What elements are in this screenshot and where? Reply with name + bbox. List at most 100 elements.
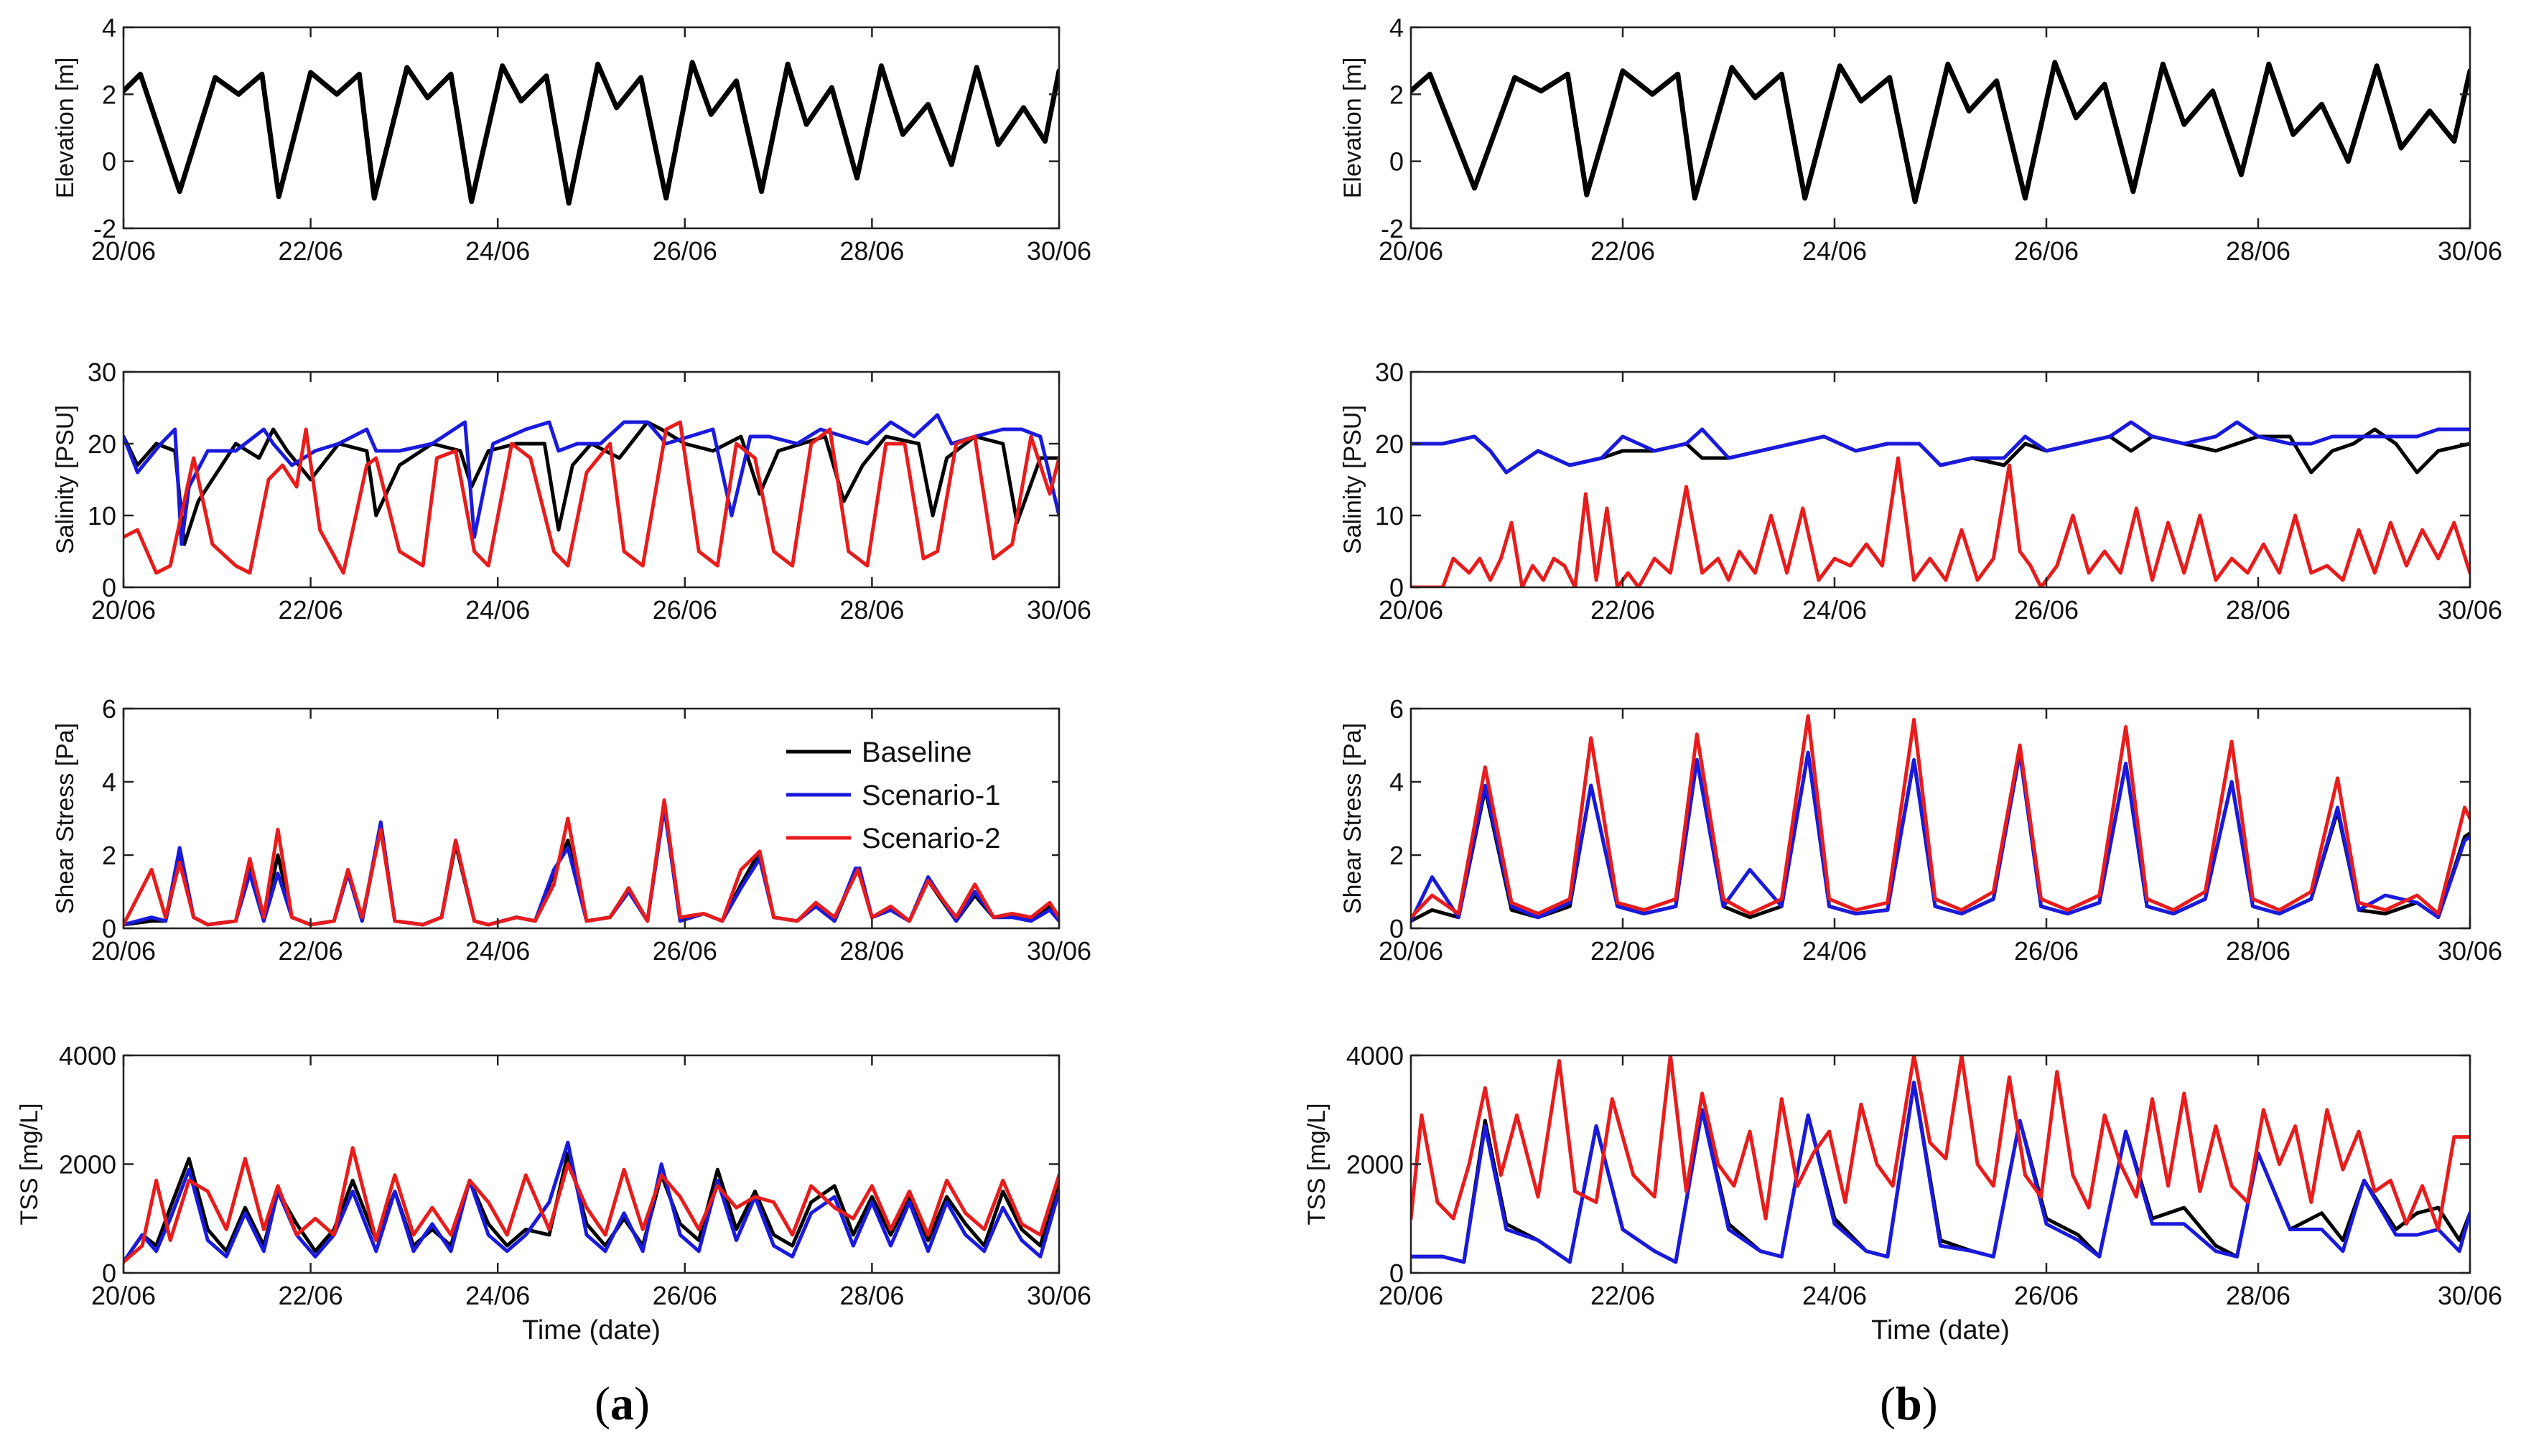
b-tss-xtick-label: 26/06 [2014, 1281, 2079, 1310]
a-elevation-ylabel: Elevation [m] [52, 57, 79, 199]
a-shear-xtick-label: 22/06 [279, 936, 343, 966]
a-elevation-xtick-label: 30/06 [1027, 236, 1091, 266]
b-salinity-xtick-label: 22/06 [1590, 595, 1655, 625]
b-tss-line-scenario-2 [1411, 1055, 2470, 1231]
a-elevation-xtick-label: 20/06 [91, 236, 156, 266]
a-elevation-line-elevation [123, 60, 1059, 206]
a-shear-xtick-label: 28/06 [839, 936, 904, 966]
b-salinity-ytick-label: 0 [1389, 573, 1404, 602]
a-tss-ytick-label: 4000 [59, 1041, 116, 1070]
b-tss-xtick-label: 22/06 [1590, 1281, 1655, 1310]
a-elevation-series-group [123, 60, 1059, 206]
a-tss-xtick-label: 20/06 [91, 1281, 156, 1310]
b-salinity-xtick-label: 26/06 [2014, 595, 2079, 625]
a-tss-xlabel: Time (date) [522, 1315, 661, 1345]
b-salinity-xtick-label: 30/06 [2438, 595, 2502, 625]
a-shear-legend-label-scenario-2: Scenario-2 [862, 823, 1000, 854]
a-shear-xtick-label: 30/06 [1027, 936, 1091, 966]
b-salinity-xtick-label: 24/06 [1802, 595, 1867, 625]
b-tss-ytick-label: 4000 [1346, 1041, 1404, 1070]
b-shear-series-group [1411, 714, 2470, 923]
a-elevation-ytick-label: -2 [93, 214, 116, 243]
b-shear-line-scenario-1 [1411, 750, 2470, 923]
a-shear-ytick-label: 6 [102, 694, 116, 724]
a-salinity-xtick-label: 20/06 [91, 595, 156, 625]
a-shear-line-scenario-2 [123, 798, 1059, 927]
a-salinity-line-baseline [123, 420, 1059, 546]
b-salinity-ytick-label: 20 [1375, 429, 1404, 459]
a-elevation-xtick-label: 26/06 [653, 236, 717, 266]
a-shear-xtick-label: 24/06 [465, 936, 530, 966]
a-elevation-axes-box [122, 26, 1061, 230]
b-shear-line-scenario-2 [1411, 714, 2470, 920]
a-shear-series-group [123, 798, 1059, 927]
a-shear-chart: 20/06 22/06 24/06 26/06 28/06 30/06 0 2 4 6 Shear … [52, 694, 1091, 966]
b-tss-ytick-label: 2000 [1346, 1150, 1404, 1180]
a-tss-line-scenario-1 [123, 1140, 1059, 1264]
a-salinity-ytick-label: 10 [88, 501, 116, 531]
b-salinity-series-group [1411, 420, 2470, 587]
b-salinity-ytick-label: 30 [1375, 358, 1404, 387]
a-elevation-chart: 20/06 22/06 24/06 26/06 28/06 30/06 -2 0 2 4 Eleva… [52, 13, 1091, 266]
a-shear-xtick-label: 20/06 [91, 936, 156, 966]
a-shear-xtick-label: 26/06 [653, 936, 717, 966]
b-shear-xtick-label: 20/06 [1379, 936, 1443, 966]
a-tss-xtick-label: 26/06 [653, 1281, 717, 1310]
a-tss-chart: 20/06 22/06 24/06 26/06 28/06 30/06 0 2000 4000 T… [16, 1041, 1091, 1345]
b-elevation-xtick-label: 28/06 [2226, 236, 2290, 266]
a-tss-ytick-label: 2000 [59, 1150, 116, 1180]
a-shear-axes-box [122, 707, 1061, 930]
b-shear-xtick-label: 26/06 [2014, 936, 2079, 966]
a-salinity-line-scenario-1 [123, 413, 1059, 546]
b-tss-ytick-label: 0 [1389, 1259, 1404, 1288]
b-shear-xtick-label: 28/06 [2226, 936, 2290, 966]
a-salinity-xtick-label: 30/06 [1027, 595, 1091, 625]
b-salinity-chart: 20/06 22/06 24/06 26/06 28/06 30/06 0 10 20 30 Sal… [1339, 358, 2502, 625]
b-shear-ytick-label: 4 [1389, 767, 1404, 797]
b-elevation-ytick-label: -2 [1381, 214, 1404, 243]
b-salinity-line-scenario-1 [1411, 420, 2470, 475]
b-elevation-chart: 20/06 22/06 24/06 26/06 28/06 30/06 -2 0 2 4 Eleva… [1339, 13, 2502, 266]
b-shear-ytick-label: 2 [1389, 841, 1404, 870]
a-salinity-chart: 20/06 22/06 24/06 26/06 28/06 30/06 0 10 20 30 Sal… [52, 358, 1091, 625]
a-tss-xtick-label: 30/06 [1027, 1281, 1091, 1310]
b-salinity-xtick-label: 28/06 [2226, 595, 2290, 625]
a-salinity-ytick-label: 0 [102, 573, 116, 602]
a-salinity-xtick-label: 24/06 [465, 595, 530, 625]
b-shear-chart: 20/06 22/06 24/06 26/06 28/06 30/06 0 2 4 6 Shear … [1339, 694, 2502, 966]
a-salinity-axes-box [122, 370, 1061, 589]
b-shear-ytick-label: 0 [1389, 914, 1404, 943]
a-tss-line-scenario-2 [123, 1146, 1059, 1264]
b-tss-ylabel: TSS [mg/L] [1303, 1103, 1330, 1225]
b-elevation-ylabel: Elevation [m] [1339, 57, 1366, 199]
a-salinity-line-scenario-2 [123, 420, 1059, 575]
a-shear-ytick-label: 0 [102, 914, 116, 943]
b-elevation-ytick-label: 0 [1389, 147, 1404, 177]
b-tss-xlabel: Time (date) [1871, 1315, 2010, 1345]
panel-letter-a: a [610, 1378, 634, 1430]
a-salinity-xtick-label: 28/06 [839, 595, 904, 625]
a-shear-legend-label-baseline: Baseline [862, 737, 971, 768]
b-tss-chart: 20/06 22/06 24/06 26/06 28/06 30/06 0 2000 4000 T… [1303, 1041, 2502, 1345]
b-elevation-xtick-label: 30/06 [2438, 236, 2502, 266]
a-salinity-ylabel: Salinity [PSU] [52, 405, 79, 554]
a-tss-xtick-label: 28/06 [839, 1281, 904, 1310]
a-salinity-ytick-label: 20 [88, 429, 116, 459]
b-elevation-ytick-label: 2 [1389, 80, 1404, 109]
b-elevation-series-group [1411, 60, 2470, 205]
b-elevation-line-elevation [1411, 60, 2470, 205]
b-salinity-xtick-label: 20/06 [1379, 595, 1443, 625]
b-salinity-axes-box [1409, 370, 2471, 589]
a-elevation-ytick-label: 0 [102, 147, 116, 177]
a-elevation-ytick-label: 2 [102, 80, 116, 109]
panel-letter-b: b [1895, 1378, 1922, 1430]
b-tss-xtick-label: 24/06 [1802, 1281, 1867, 1310]
b-tss-series-group [1411, 1055, 2470, 1264]
a-salinity-ytick-label: 30 [88, 358, 116, 387]
a-tss-ytick-label: 0 [102, 1259, 116, 1288]
a-elevation-xtick-label: 28/06 [839, 236, 904, 266]
b-tss-line-scenario-1 [1411, 1081, 2470, 1264]
a-salinity-xtick-label: 22/06 [279, 595, 343, 625]
a-elevation-ytick-label: 4 [102, 13, 116, 42]
a-shear-ylabel: Shear Stress [Pa] [52, 723, 79, 914]
